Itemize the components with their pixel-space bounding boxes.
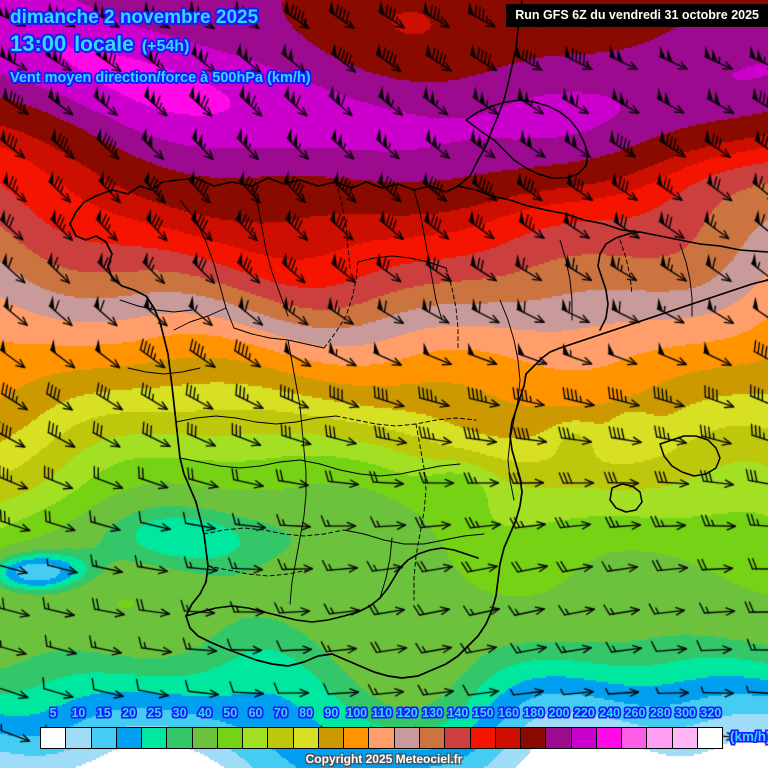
legend-tick: 150 (472, 706, 494, 720)
legend-tick: 260 (624, 706, 646, 720)
color-scale-legend: 5 10 15 20 25 30 40 50 60 70 80 90 100 110 120 130 140 15… (0, 706, 768, 768)
legend-tick: 60 (248, 706, 263, 720)
legend-swatch (217, 728, 244, 748)
legend-tick: 280 (649, 706, 671, 720)
forecast-parameter: Vent moyen direction/force à 500hPa (km/… (10, 70, 311, 86)
legend-tick: 220 (573, 706, 595, 720)
legend-swatch (91, 728, 117, 748)
legend-color-bar (40, 727, 723, 749)
forecast-date: dimanche 2 novembre 2025 (10, 7, 259, 28)
legend-swatch (66, 728, 92, 748)
legend-swatch (268, 728, 294, 748)
legend-tick: 40 (197, 706, 212, 720)
legend-swatch (394, 728, 420, 748)
forecast-hour: 13:00 (10, 31, 67, 56)
legend-tick: 15 (96, 706, 111, 720)
legend-tick: 140 (447, 706, 469, 720)
legend-tick: 5 (49, 706, 57, 720)
legend-tick: 90 (324, 706, 339, 720)
legend-swatch (318, 728, 345, 748)
legend-swatch (142, 728, 168, 748)
legend-swatch (647, 728, 673, 748)
legend-swatch (622, 728, 648, 748)
legend-swatch (116, 728, 143, 748)
legend-swatch (419, 728, 446, 748)
legend-swatch (167, 728, 193, 748)
legend-swatch (546, 728, 572, 748)
legend-swatch (192, 728, 218, 748)
legend-swatch (243, 728, 269, 748)
forecast-time-row: 13:00 locale (+54h) (10, 31, 189, 57)
legend-tick: 10 (71, 706, 86, 720)
legend-tick: 300 (675, 706, 696, 720)
legend-tick: 30 (172, 706, 187, 720)
legend-swatch (521, 728, 547, 748)
legend-swatch (672, 728, 698, 748)
legend-tick: 320 (700, 706, 722, 720)
legend-tick: 70 (273, 706, 288, 720)
legend-tick: 240 (599, 706, 621, 720)
legend-tick: 180 (523, 706, 545, 720)
legend-swatch (571, 728, 597, 748)
legend-tick: 20 (122, 706, 136, 720)
legend-tick: 50 (223, 706, 238, 720)
model-run-badge: Run GFS 6Z du vendredi 31 octobre 2025 (506, 4, 768, 27)
legend-tick: 200 (548, 706, 570, 720)
legend-tick: 110 (371, 706, 393, 720)
legend-tick: 25 (147, 706, 162, 720)
legend-tick: 130 (422, 706, 444, 720)
legend-tick-labels: 5 10 15 20 25 30 40 50 60 70 80 90 100 110 120 130 140 15… (0, 706, 768, 726)
legend-swatch (697, 728, 723, 748)
legend-unit-label: (km/h) (730, 729, 768, 744)
forecast-locale-label: locale (74, 33, 134, 56)
legend-swatch (293, 728, 319, 748)
legend-tick: 120 (396, 706, 418, 720)
forecast-offset: (+54h) (141, 38, 190, 55)
legend-swatch (41, 728, 67, 748)
legend-tick: 80 (299, 706, 314, 720)
legend-tick: 100 (346, 706, 368, 720)
legend-swatch (470, 728, 496, 748)
legend-swatch (495, 728, 522, 748)
legend-tick: 160 (498, 706, 519, 720)
legend-swatch (445, 728, 471, 748)
legend-swatch (344, 728, 370, 748)
legend-swatch (369, 728, 395, 748)
model-run-text: Run GFS 6Z du vendredi 31 octobre 2025 (515, 8, 759, 22)
legend-swatch (596, 728, 623, 748)
copyright-text: Copyright 2025 Meteociel.fr (305, 752, 463, 766)
